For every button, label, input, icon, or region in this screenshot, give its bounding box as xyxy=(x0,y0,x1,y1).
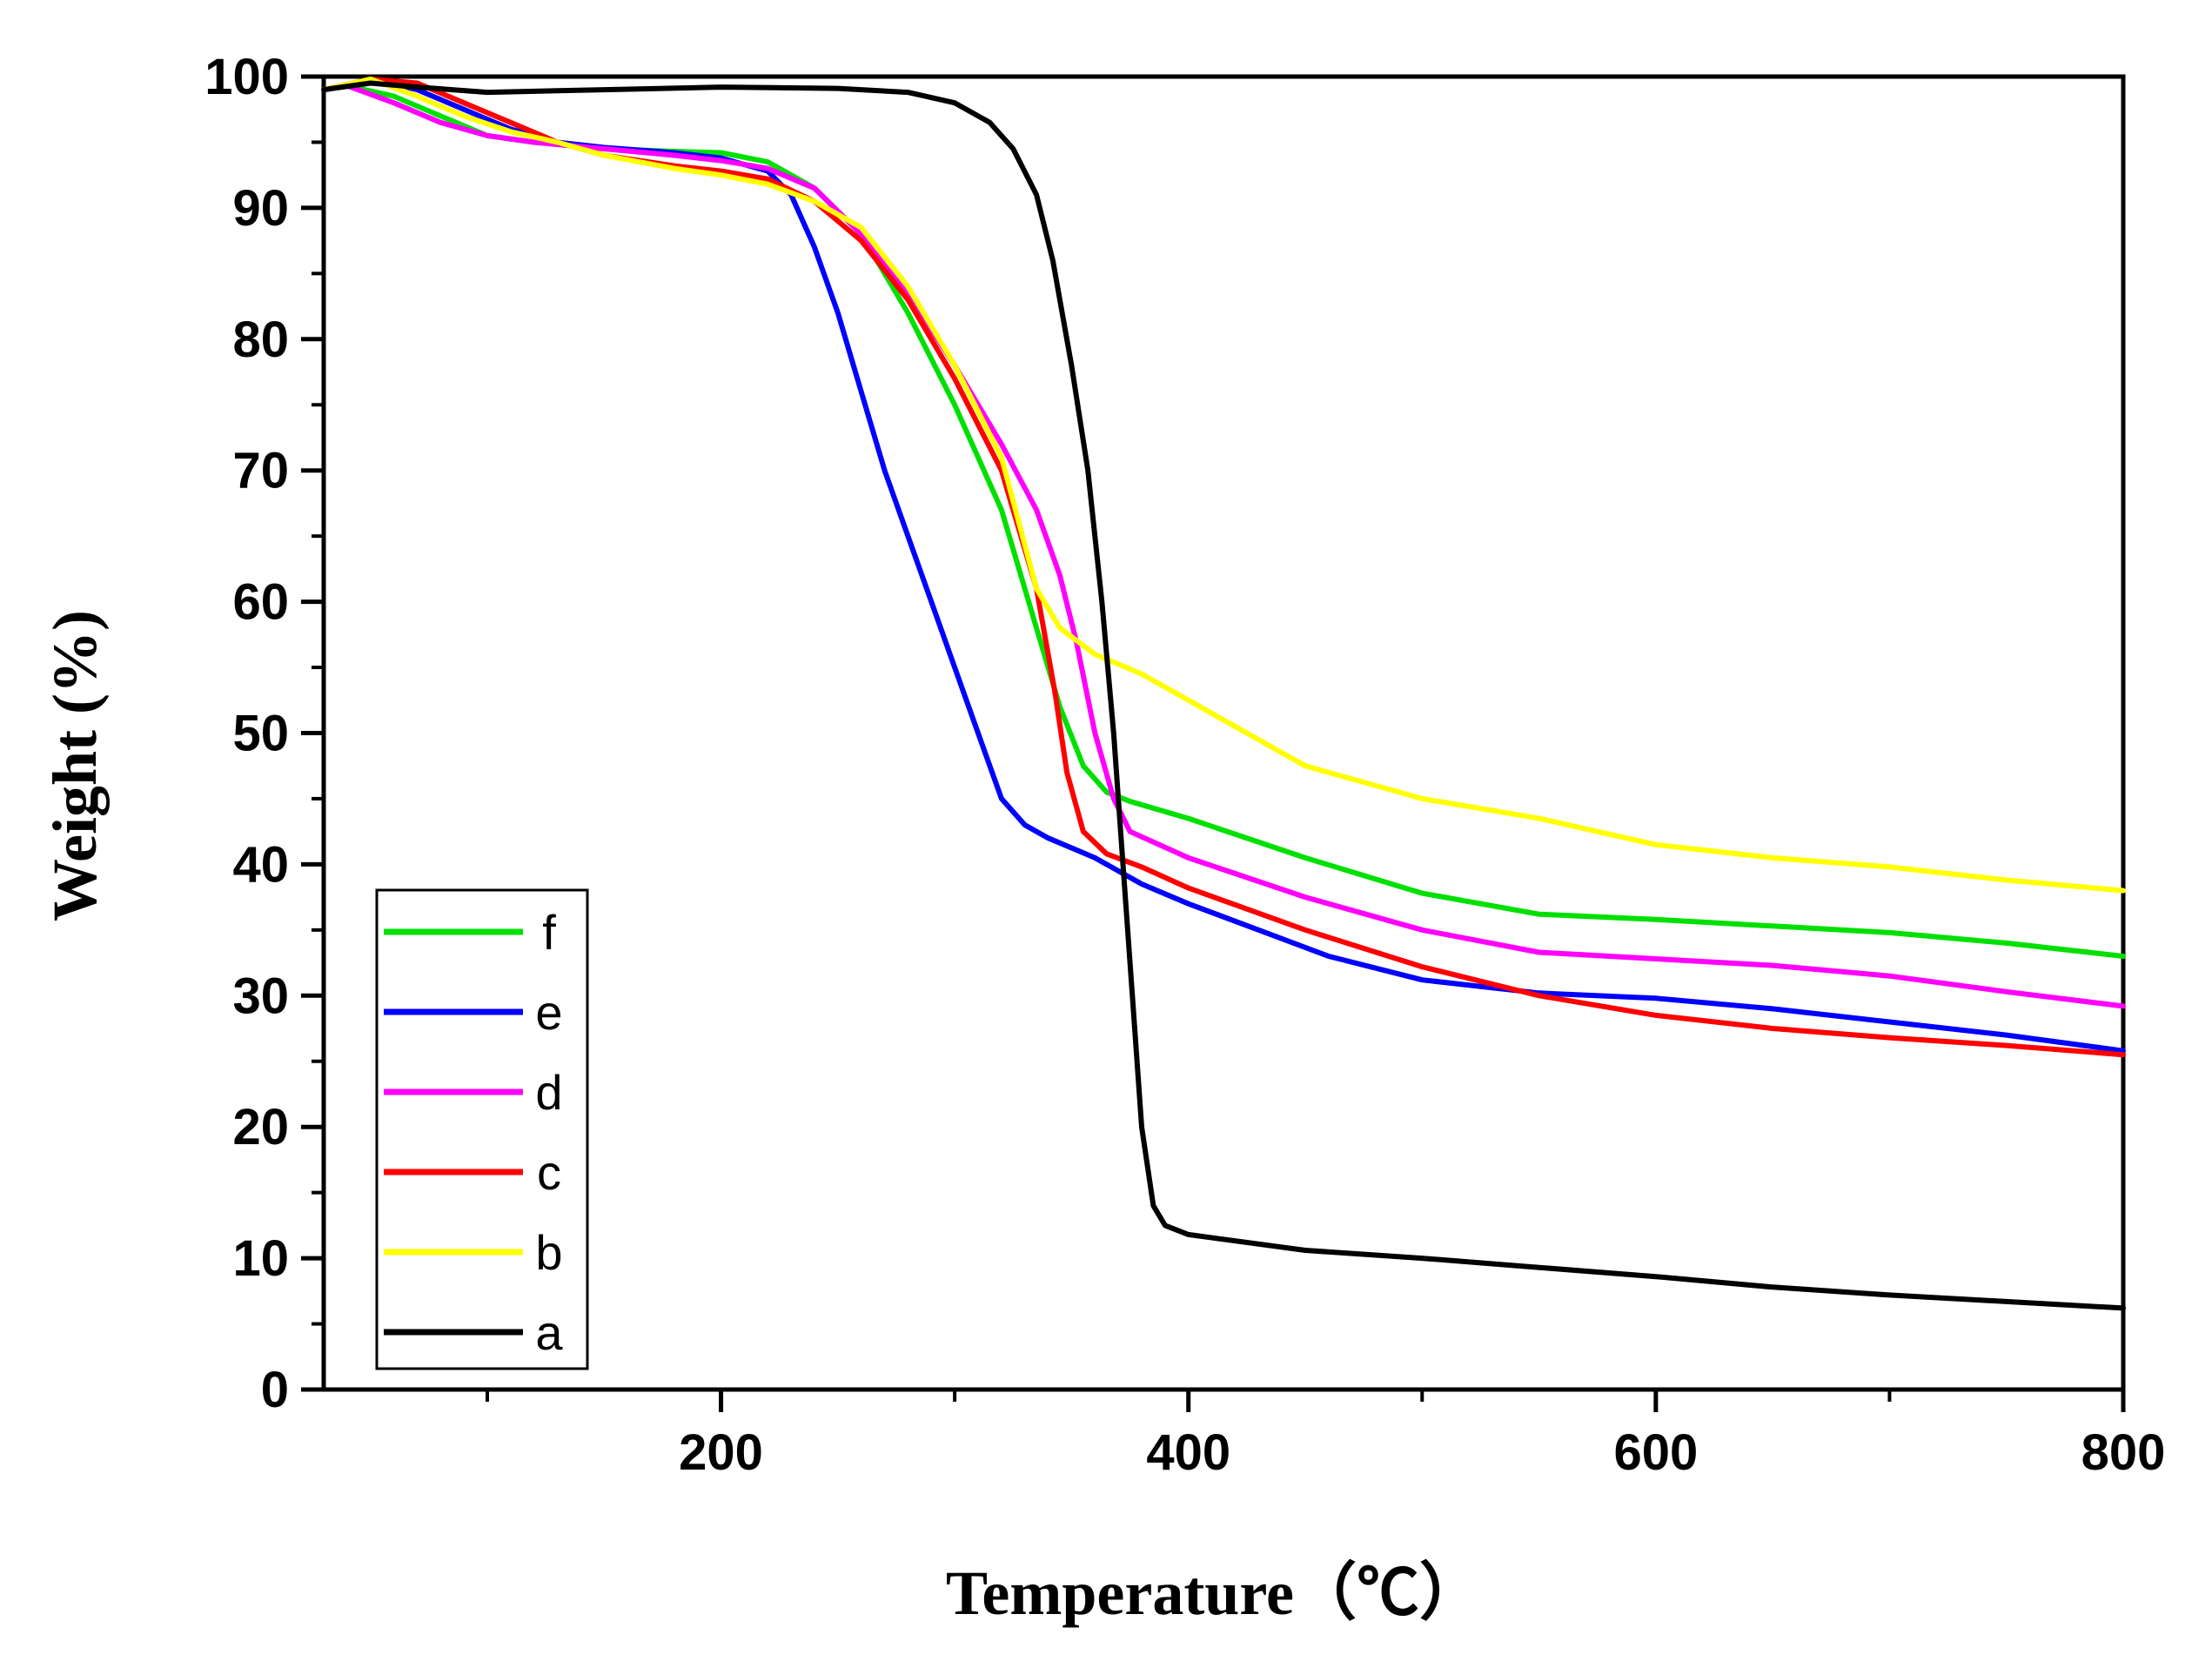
x-tick-label: 600 xyxy=(1613,1424,1698,1481)
legend-label-b: b xyxy=(535,1225,562,1280)
y-tick-label: 70 xyxy=(232,443,289,499)
plot-frame xyxy=(321,74,2126,1392)
y-tick-label: 0 xyxy=(261,1362,289,1418)
series-line-a xyxy=(321,80,2126,1311)
legend-box xyxy=(375,888,589,1370)
x-axis-title: Temperature（℃） xyxy=(946,1558,1482,1628)
y-tick-label: 60 xyxy=(232,574,289,631)
legend-label-f: f xyxy=(542,905,556,960)
y-tick-label: 50 xyxy=(232,706,289,762)
y-tick-label: 100 xyxy=(204,49,289,105)
legend-label-c: c xyxy=(537,1145,561,1200)
legend-label-e: e xyxy=(535,985,562,1040)
y-tick-label: 90 xyxy=(232,180,289,237)
legend-label-d: d xyxy=(535,1065,562,1120)
y-tick-label: 40 xyxy=(232,836,289,893)
series-line-e xyxy=(321,77,2126,1054)
series-line-f xyxy=(321,83,2126,959)
y-tick-label: 30 xyxy=(232,968,289,1024)
series-line-c xyxy=(321,77,2126,1058)
legend-label-a: a xyxy=(535,1305,563,1360)
series-line-b xyxy=(321,77,2126,894)
series-line-d xyxy=(321,83,2126,1009)
x-tick-label: 200 xyxy=(679,1424,763,1481)
y-tick-label: 80 xyxy=(232,311,289,368)
y-tick-label: 10 xyxy=(232,1230,289,1287)
y-axis-title: Weight (%) xyxy=(40,610,110,921)
y-tick-label: 20 xyxy=(232,1099,289,1155)
x-tick-label: 800 xyxy=(2081,1424,2166,1481)
x-tick-label: 400 xyxy=(1146,1424,1230,1481)
